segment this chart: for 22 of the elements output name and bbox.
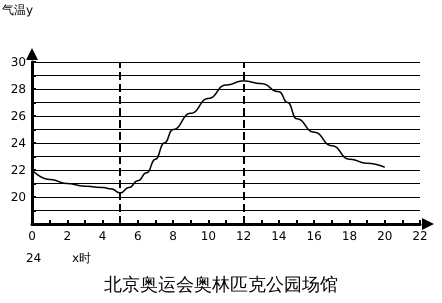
text: 北京奥运会奥林匹克公园场馆: [104, 274, 338, 296]
x-tick-label: 18: [342, 229, 358, 243]
y-tick-label: 20: [10, 190, 26, 204]
x-tick-label: 0: [28, 229, 36, 243]
y-tick-label: 24: [10, 136, 26, 150]
x-tick-label: 12: [236, 229, 252, 243]
y-axis-title: 气温y: [2, 3, 34, 17]
y-tick-label: 30: [10, 55, 26, 69]
x-tick-label: 20: [377, 229, 392, 243]
x-tick-label: 6: [134, 229, 142, 243]
x-tick-label: 8: [169, 229, 177, 243]
x-tick-label: 2: [63, 229, 72, 243]
text: 24: [26, 251, 42, 265]
x-axis-title: x时: [72, 251, 92, 265]
x-tick-label: 16: [306, 229, 322, 243]
x-tick-label: 14: [271, 229, 287, 243]
y-tick-label: 26: [10, 109, 26, 123]
x-tick-label: 22: [412, 229, 428, 243]
y-tick-label: 22: [10, 163, 26, 177]
x-tick-label: 4: [98, 229, 106, 243]
y-tick-label: 28: [10, 82, 26, 96]
x-tick-label: 10: [200, 229, 216, 243]
